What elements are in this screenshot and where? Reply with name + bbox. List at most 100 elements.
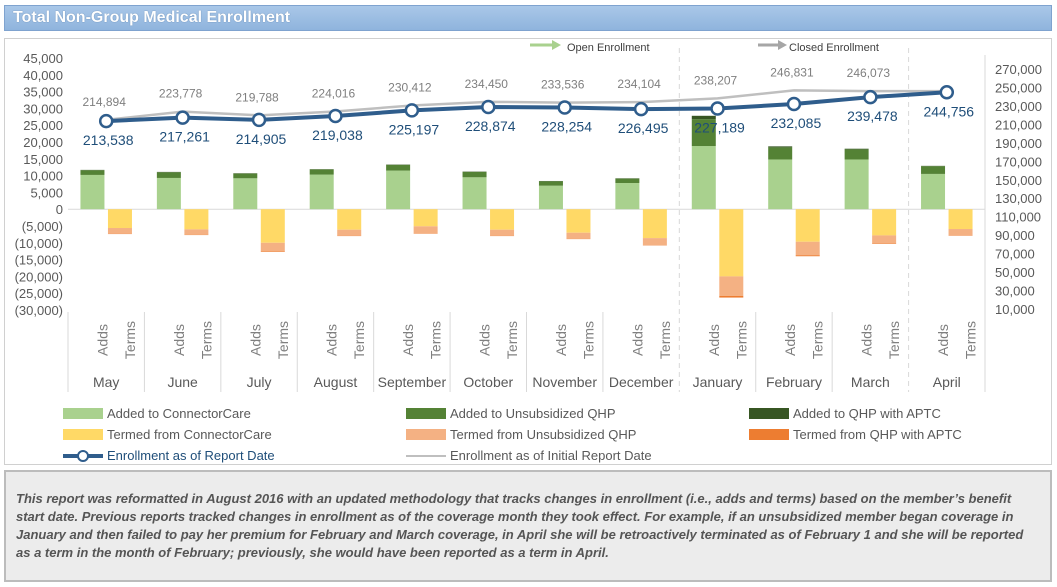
right-axis-tick: 50,000 (995, 265, 1035, 280)
term-bar-segment (107, 209, 132, 229)
report-enrollment-point (939, 85, 955, 100)
left-axis-tick: 10,000 (23, 169, 63, 184)
left-axis-tick: 15,000 (23, 152, 63, 167)
left-axis-tick: (20,000) (15, 269, 63, 284)
report-enrollment-label: 232,085 (771, 115, 822, 131)
term-bar-segment (795, 255, 820, 257)
bar-category-label: Adds (94, 324, 110, 356)
term-bar-segment (413, 209, 438, 227)
term-bar-segment (719, 295, 744, 298)
add-bar-segment (691, 146, 716, 210)
left-axis-tick: (10,000) (15, 236, 63, 251)
term-bar-segment (260, 209, 285, 243)
initial-enrollment-label: 246,831 (770, 65, 814, 79)
open-enrollment-label: Open Enrollment (567, 42, 650, 54)
left-axis-tick: 20,000 (23, 135, 63, 150)
report-enrollment-label: 239,478 (847, 108, 898, 124)
add-bar-segment (615, 178, 640, 183)
term-bar-segment (107, 228, 132, 234)
legend-swatch (63, 408, 103, 419)
right-axis-tick: 230,000 (995, 99, 1042, 114)
legend-label: Enrollment as of Initial Report Date (450, 448, 652, 463)
term-bar-segment (337, 209, 362, 230)
left-axis-tick: 25,000 (23, 118, 63, 133)
closed-enrollment-label: Closed Enrollment (789, 42, 879, 54)
add-bar-segment (768, 159, 793, 210)
report-enrollment-point (175, 110, 190, 125)
legend-label: Added to QHP with APTC (793, 406, 941, 421)
month-label: December (609, 374, 674, 390)
initial-enrollment-label: 234,104 (617, 77, 661, 91)
report-enrollment-label: 225,197 (389, 121, 440, 137)
initial-enrollment-label: 223,778 (159, 87, 203, 101)
bar-category-label: Terms (733, 321, 749, 359)
report-enrollment-label: 219,038 (312, 127, 363, 143)
report-enrollment-point (557, 100, 572, 115)
left-axis-tick: (30,000) (15, 303, 63, 318)
month-label: September (378, 374, 447, 390)
bar-category-label: Terms (580, 321, 596, 359)
legend-label: Added to Unsubsidized QHP (450, 406, 616, 421)
term-bar-segment (490, 209, 515, 230)
legend-label: Enrollment as of Report Date (107, 448, 275, 463)
report-enrollment-point (863, 89, 878, 105)
enrollment-chart: 45,00040,00035,00030,00025,00020,00015,0… (15, 40, 1042, 392)
add-bar-segment (691, 115, 716, 120)
right-axis-tick: 10,000 (995, 302, 1035, 317)
bar-category-label: Adds (477, 324, 493, 356)
month-label: February (766, 374, 822, 390)
report-enrollment-label: 228,874 (465, 118, 516, 134)
initial-enrollment-label: 246,073 (847, 66, 891, 80)
report-enrollment-label: 226,495 (618, 120, 669, 136)
initial-enrollment-label: 224,016 (312, 86, 356, 100)
report-enrollment-line (106, 90, 947, 124)
month-label: August (314, 374, 358, 390)
left-axis-tick: 0 (56, 202, 63, 217)
report-enrollment-point (786, 96, 802, 112)
report-enrollment-point (481, 99, 496, 115)
left-axis-tick: (15,000) (15, 253, 63, 268)
bar-category-label: Adds (324, 324, 340, 356)
bar-category-label: Adds (706, 324, 722, 356)
report-enrollment-point (404, 103, 420, 118)
term-bar-segment (948, 229, 973, 236)
add-bar-segment (309, 174, 334, 210)
open-enrollment-arrow-head (552, 40, 561, 50)
page-title: Total Non-Group Medical Enrollment (13, 9, 291, 26)
bar-category-label: Adds (859, 324, 875, 356)
term-bar-segment (948, 209, 973, 230)
add-bar-segment (844, 148, 869, 150)
right-axis-tick: 90,000 (995, 228, 1035, 243)
legend-swatch (63, 429, 103, 440)
legend-swatch (406, 408, 446, 419)
add-bar-segment (921, 166, 946, 174)
add-bar-segment (538, 185, 563, 210)
legend-swatch (63, 450, 103, 462)
initial-enrollment-label: 234,450 (465, 77, 509, 91)
bar-category-label: Terms (810, 321, 826, 359)
bar-category-label: Terms (198, 321, 214, 359)
report-enrollment-label: 227,189 (694, 120, 745, 136)
term-bar-segment (413, 226, 438, 234)
add-bar-segment (844, 159, 869, 210)
report-enrollment-point (328, 108, 343, 124)
report-enrollment-label: 217,261 (159, 129, 210, 145)
left-axis-tick: 40,000 (23, 68, 63, 83)
term-bar-segment (642, 209, 667, 239)
add-bar-segment (80, 174, 105, 210)
legend-swatch (406, 455, 446, 457)
add-bar-segment (233, 173, 258, 179)
initial-enrollment-label: 233,536 (541, 78, 585, 92)
add-bar-segment (309, 169, 334, 175)
methodology-note: This report was reformatted in August 20… (4, 470, 1052, 582)
left-axis-tick: 5,000 (30, 185, 63, 200)
bar-category-label: Terms (657, 321, 673, 359)
term-bar-segment (337, 229, 362, 236)
add-bar-segment (615, 182, 640, 210)
report-enrollment-label: 214,905 (236, 131, 287, 147)
term-bar-segment (184, 229, 209, 235)
legend-marker (77, 450, 89, 462)
initial-enrollment-label: 238,207 (694, 73, 738, 87)
bar-category-label: Terms (504, 321, 520, 359)
add-bar-segment (80, 170, 105, 175)
